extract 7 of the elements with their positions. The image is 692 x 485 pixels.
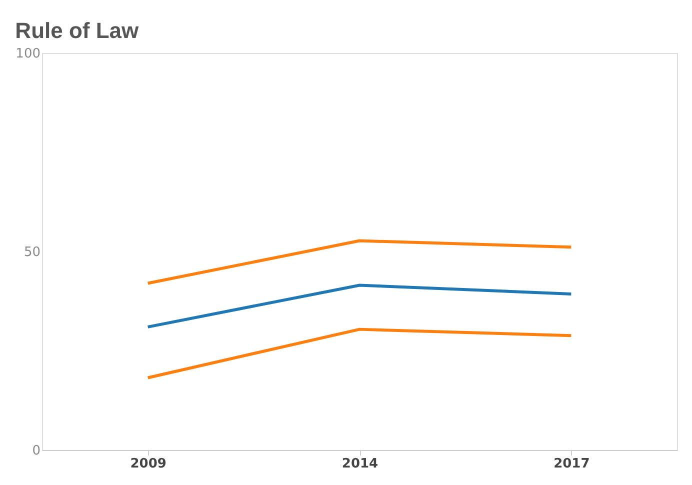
y-tick-label: 50 <box>24 245 40 260</box>
chart-title: Rule of Law <box>15 18 140 43</box>
y-tick-label: 0 <box>32 444 40 458</box>
x-tick-label: 2014 <box>342 456 378 472</box>
x-tick-label: 2009 <box>130 456 166 472</box>
x-tick-label: 2017 <box>554 456 590 472</box>
y-tick-label: 100 <box>16 46 40 62</box>
